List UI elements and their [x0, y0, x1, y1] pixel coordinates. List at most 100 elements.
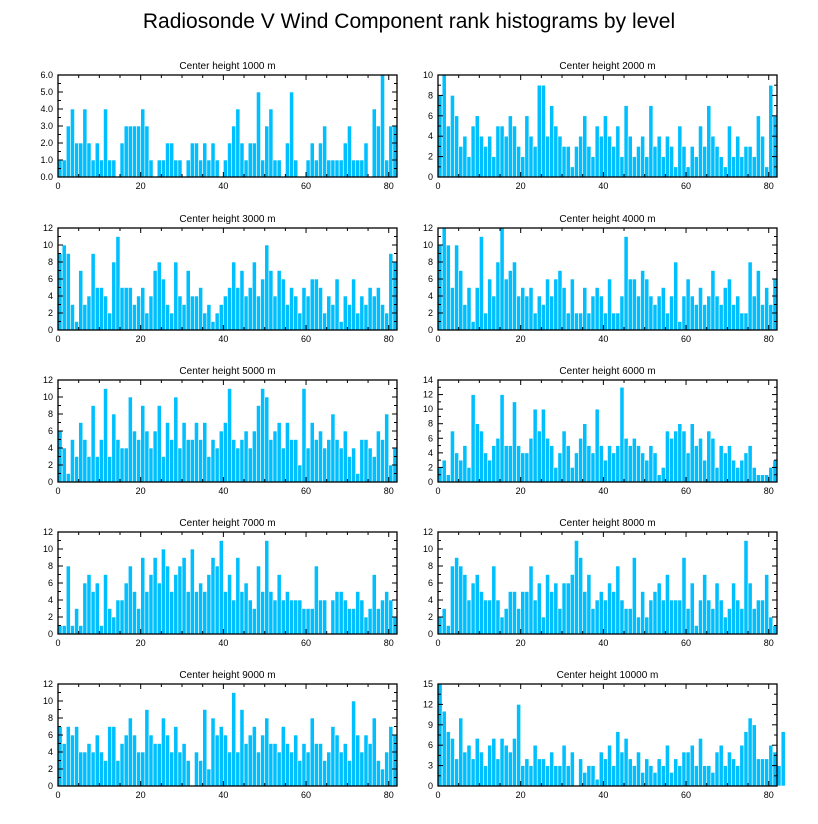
histogram-bar	[380, 768, 385, 787]
y-tick-label: 0	[428, 477, 433, 487]
histogram-bar	[111, 726, 117, 787]
histogram-bar	[78, 270, 84, 331]
histogram-bar	[549, 295, 555, 331]
histogram-bar	[376, 125, 381, 178]
histogram-bar	[495, 261, 501, 331]
x-tick-label: 40	[218, 181, 228, 191]
histogram-bar	[111, 261, 117, 331]
y-tick-label: 8	[48, 257, 53, 267]
histogram-bar	[739, 156, 745, 178]
histogram-bar	[445, 125, 451, 178]
histogram-bar	[152, 557, 158, 635]
histogram-bar	[491, 738, 497, 787]
y-tick-label: 6	[48, 730, 53, 740]
histogram-bar	[441, 710, 447, 787]
histogram-bar	[541, 408, 546, 483]
histogram-bar	[574, 312, 579, 331]
y-tick-label: 6	[48, 578, 53, 588]
histogram-bar	[280, 447, 286, 483]
histogram-bar	[252, 261, 257, 331]
histogram-bar	[103, 108, 108, 178]
histogram-bar	[152, 743, 158, 787]
histogram-bar	[689, 295, 695, 331]
histogram-bar	[218, 304, 224, 331]
y-tick-label: 3	[428, 761, 433, 771]
histogram-bar	[495, 125, 501, 178]
histogram-bar	[194, 591, 199, 635]
y-tick-label: 0	[48, 477, 53, 487]
histogram-bar	[355, 312, 361, 331]
histogram-bar	[218, 540, 224, 635]
histogram-bar	[532, 744, 538, 787]
x-tick-label: 0	[435, 486, 440, 496]
histogram-bar	[644, 616, 650, 635]
histogram-bar	[586, 445, 592, 483]
histogram-bar	[656, 474, 662, 483]
histogram-bar	[553, 582, 559, 635]
histogram-bar	[694, 445, 699, 483]
histogram-panel: Center height 7000 m 0 20 40 60 80 0 2 4 6 8 10 12	[43, 518, 398, 648]
histogram-bar	[474, 738, 480, 787]
histogram-bar	[611, 312, 617, 331]
histogram-bar	[458, 459, 464, 483]
histogram-bar	[206, 456, 212, 483]
histogram-bar	[169, 142, 175, 178]
histogram-bar	[107, 159, 113, 178]
histogram-bar	[445, 244, 451, 331]
histogram-bar	[70, 108, 75, 178]
histogram-bar	[351, 608, 356, 635]
histogram-bar	[74, 456, 79, 483]
histogram-bar	[181, 743, 187, 787]
histogram-bar	[714, 146, 720, 178]
y-tick-label: 0	[48, 781, 53, 791]
histogram-bar	[503, 135, 509, 178]
histogram-bar	[152, 430, 158, 483]
histogram-bar	[512, 591, 517, 635]
histogram-bar	[611, 765, 617, 787]
histogram-bar	[698, 287, 703, 331]
histogram-bar	[648, 445, 654, 483]
histogram-bar	[363, 439, 369, 483]
histogram-bar	[507, 270, 513, 331]
histogram-bar	[487, 135, 493, 178]
histogram-bar	[363, 142, 369, 178]
histogram-bar	[454, 115, 459, 178]
histogram-bar	[318, 599, 323, 635]
histogram-bar	[194, 422, 199, 483]
x-tick-label: 0	[55, 486, 60, 496]
y-tick-label: 10	[43, 696, 53, 706]
histogram-bar	[569, 751, 575, 787]
histogram-bar	[293, 734, 299, 787]
histogram-bar	[359, 751, 365, 787]
histogram-bar	[252, 608, 257, 635]
histogram-bar	[685, 166, 691, 178]
histogram-bar	[627, 135, 633, 178]
histogram-bar	[103, 295, 108, 331]
panel-title: Center height 6000 m	[559, 366, 655, 377]
histogram-bar	[718, 744, 724, 787]
histogram-bar	[198, 439, 203, 483]
histogram-bar	[702, 146, 708, 178]
histogram-bar	[351, 700, 356, 787]
histogram-bar	[747, 582, 753, 635]
x-tick-label: 60	[301, 334, 311, 344]
histogram-bar	[268, 439, 274, 483]
histogram-bar	[111, 159, 117, 178]
chart-title: Radiosonde V Wind Component rank histogr…	[142, 10, 676, 33]
histogram-bar	[82, 439, 88, 483]
histogram-bar	[243, 582, 249, 635]
y-tick-label: 2	[48, 308, 53, 318]
histogram-panel: Center height 1000 m 0 20 40 60 80 0.0 1.0 2.0 3.…	[40, 61, 398, 191]
histogram-bar	[470, 125, 476, 178]
histogram-bar	[586, 765, 592, 787]
histogram-bar	[334, 159, 340, 178]
histogram-bar	[545, 574, 550, 635]
histogram-bar	[545, 278, 550, 331]
histogram-bar	[285, 591, 290, 635]
histogram-bar	[483, 312, 488, 331]
histogram-bar	[499, 738, 505, 787]
histogram-bar	[541, 616, 546, 635]
x-tick-label: 20	[516, 486, 526, 496]
histogram-bar	[454, 557, 459, 635]
